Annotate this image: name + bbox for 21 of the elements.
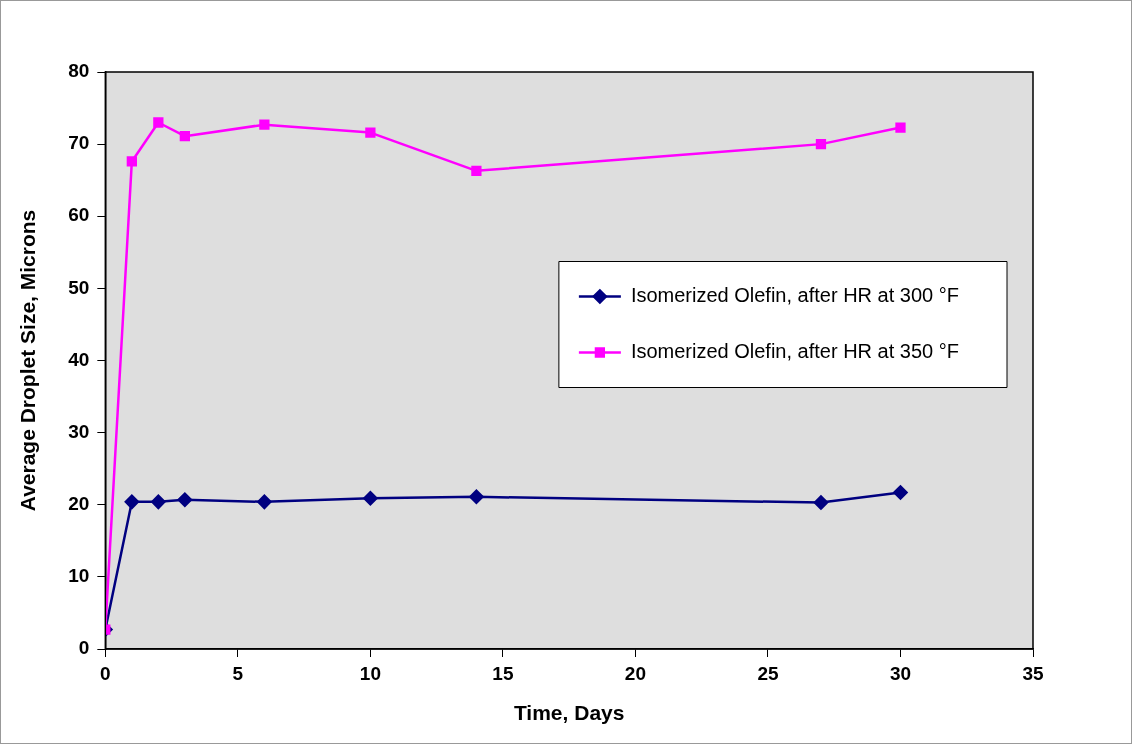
- x-tick-label: 15: [492, 662, 514, 684]
- y-tick-label: 80: [68, 60, 90, 82]
- y-tick-label: 40: [68, 348, 90, 370]
- x-tick-label: 10: [359, 662, 381, 684]
- x-axis-title: Time, Days: [513, 701, 625, 725]
- x-tick-label: 5: [232, 662, 244, 684]
- legend-label: Isomerized Olefin, after HR at 300 °F: [630, 284, 959, 307]
- x-tick-label: 35: [1022, 662, 1044, 684]
- x-tick-label: 20: [624, 662, 646, 684]
- y-tick-label: 0: [78, 637, 90, 659]
- y-tick-label: 50: [68, 276, 90, 298]
- x-tick-label: 25: [757, 662, 779, 684]
- y-tick-label: 30: [68, 420, 90, 442]
- x-tick-label: 0: [100, 662, 111, 684]
- y-tick-label: 70: [68, 132, 90, 154]
- y-tick-label: 60: [68, 204, 90, 226]
- x-tick-label: 30: [889, 662, 912, 684]
- y-tick-label: 10: [68, 565, 90, 587]
- legend-label: Isomerized Olefin, after HR at 350 °F: [630, 340, 959, 363]
- y-tick-label: 20: [68, 492, 90, 514]
- y-axis-title: Average Droplet Size, Microns: [16, 209, 40, 512]
